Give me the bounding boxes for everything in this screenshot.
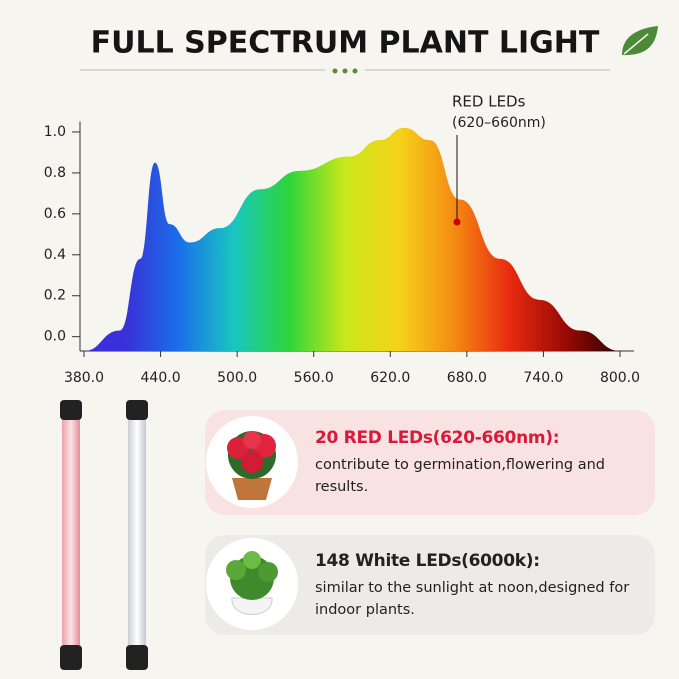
card-heading: 148 White LEDs(6000k):	[315, 551, 540, 571]
card-heading: 20 RED LEDs(620-660nm):	[315, 428, 560, 448]
dot	[342, 68, 348, 74]
y-tick-label: 1.0	[44, 124, 66, 140]
title: FULL SPECTRUM PLANT LIGHT	[91, 26, 600, 61]
card: 20 RED LEDs(620-660nm): contribute to ge…	[315, 428, 655, 498]
card-bg	[205, 410, 655, 515]
dot	[352, 68, 358, 74]
y-tick-label: 0.2	[44, 288, 66, 304]
x-tick-label: 440.0	[141, 370, 181, 386]
annotation-dot	[453, 218, 461, 226]
card-bg	[205, 535, 655, 635]
card: 148 White LEDs(6000k): similar to the su…	[315, 551, 655, 621]
annotation-title: RED LEDs	[452, 93, 526, 111]
leaf-vein	[623, 33, 649, 55]
x-tick-label: 740.0	[523, 370, 563, 386]
y-tick-label: 0.6	[44, 206, 66, 222]
dot	[332, 68, 338, 74]
x-tick-label: 680.0	[447, 370, 487, 386]
y-tick-label: 0.8	[44, 165, 66, 181]
white-tube	[126, 400, 148, 670]
chart: 0.0 0.2 0.4 0.6 0.8 1.0 380.0 440.0 500.0 560.0 62…	[44, 93, 640, 387]
y-tick-label: 0.0	[44, 329, 66, 345]
x-tick-label: 800.0	[600, 370, 640, 386]
x-tick-label: 620.0	[370, 370, 410, 386]
y-tick-label: 0.4	[44, 247, 66, 263]
x-tick-label: 500.0	[217, 370, 257, 386]
card-text: similar to the sunlight at noon,designed…	[315, 580, 630, 618]
red-tube	[60, 400, 82, 670]
card-text: contribute to germination,flowering and …	[315, 457, 605, 495]
spectrum-area	[84, 127, 620, 351]
x-tick-label: 560.0	[294, 370, 334, 386]
x-tick-label: 380.0	[64, 370, 104, 386]
annotation-range: (620–660nm)	[452, 115, 546, 131]
poinsettia	[227, 431, 276, 500]
pothos	[226, 551, 278, 615]
